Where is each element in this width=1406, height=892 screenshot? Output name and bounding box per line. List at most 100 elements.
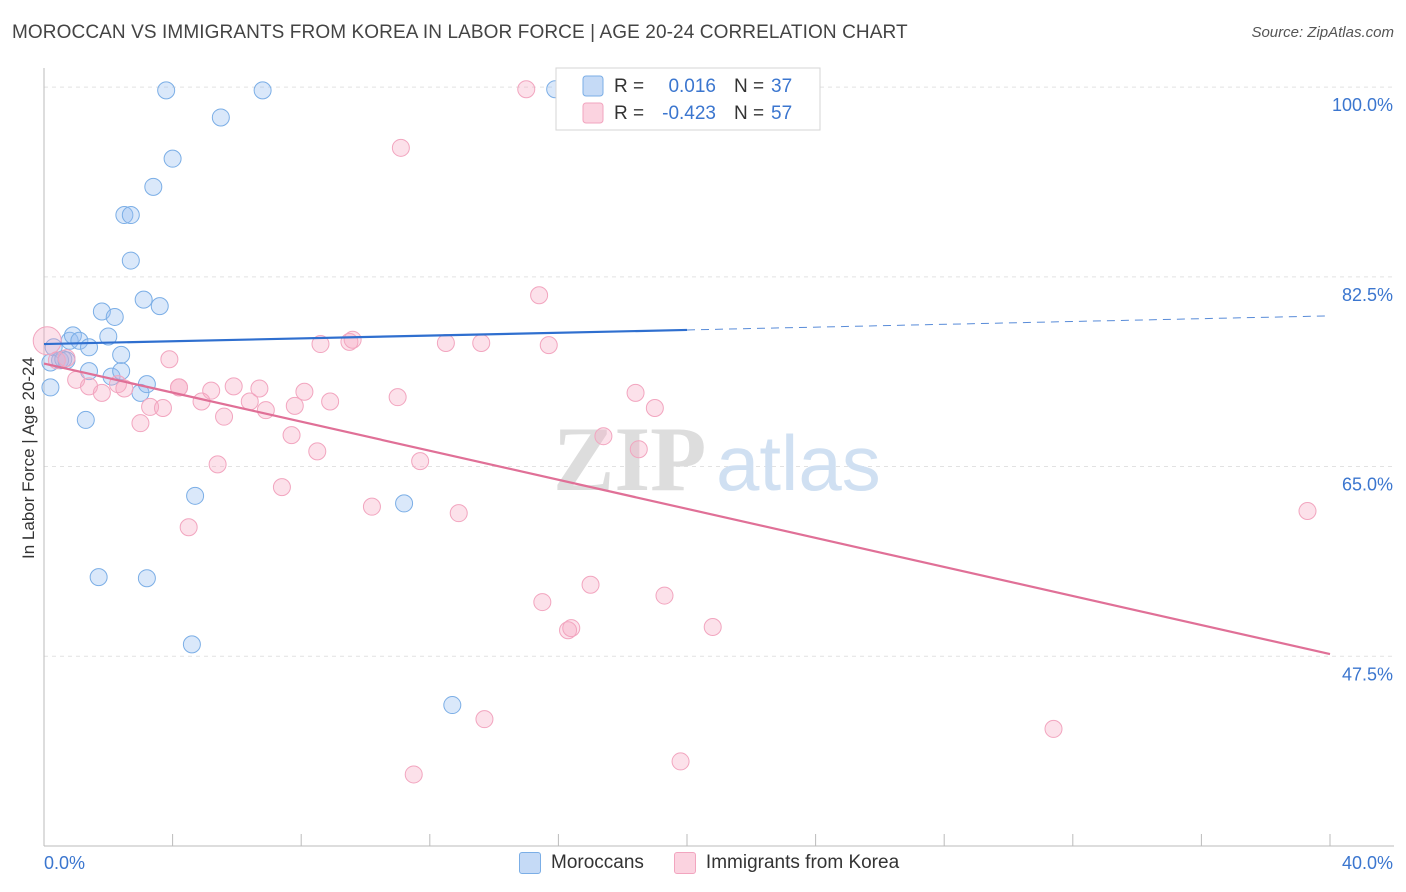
moroccans-point bbox=[80, 338, 99, 357]
legend-swatch-korea bbox=[673, 852, 696, 874]
korea-point bbox=[472, 333, 491, 352]
moroccans-point bbox=[115, 206, 134, 225]
korea-point bbox=[671, 752, 690, 771]
moroccans-point bbox=[137, 569, 156, 588]
korea-point bbox=[562, 619, 581, 638]
moroccans-point bbox=[443, 696, 462, 715]
watermark-zip: ZIP bbox=[553, 408, 706, 510]
korea-point bbox=[308, 442, 327, 461]
korea-point bbox=[436, 333, 455, 352]
bottom-legend: Moroccans Immigrants from Korea bbox=[519, 852, 899, 874]
watermark: ZIP atlas bbox=[553, 408, 881, 510]
moroccans-point bbox=[121, 251, 140, 270]
y-tick-label: 47.5% bbox=[1342, 664, 1393, 684]
korea-point bbox=[391, 138, 410, 157]
moroccans-point bbox=[41, 378, 60, 397]
x-tick-label: 40.0% bbox=[1342, 853, 1393, 873]
korea-point bbox=[208, 455, 227, 474]
korea-point bbox=[295, 382, 314, 401]
legend-label-korea: Immigrants from Korea bbox=[705, 852, 900, 873]
moroccans-point bbox=[137, 375, 156, 394]
korea-point bbox=[362, 497, 381, 516]
korea-point bbox=[32, 326, 62, 356]
korea-point bbox=[533, 593, 552, 612]
legend-label-moroccans: Moroccans bbox=[551, 852, 644, 873]
korea-point bbox=[57, 349, 76, 368]
stats-swatch-blue bbox=[582, 75, 604, 97]
korea-point bbox=[272, 478, 291, 497]
korea-trend-line bbox=[43, 362, 1331, 656]
korea-point bbox=[411, 452, 430, 471]
moroccans-point bbox=[89, 568, 108, 587]
y-tick-label: 100.0% bbox=[1332, 95, 1393, 115]
stats-n-label-pink: N = bbox=[734, 103, 764, 124]
korea-point bbox=[449, 504, 468, 523]
stats-swatch-pink bbox=[582, 102, 604, 124]
korea-point bbox=[311, 335, 330, 354]
stats-n-label-blue: N = bbox=[734, 76, 764, 97]
korea-point bbox=[160, 350, 179, 369]
moroccans-point bbox=[253, 81, 272, 100]
moroccans-point bbox=[144, 177, 163, 196]
korea-point bbox=[285, 396, 304, 415]
korea-point bbox=[404, 765, 423, 784]
korea-point bbox=[343, 330, 362, 349]
korea-point bbox=[282, 426, 301, 445]
y-axis-label: In Labor Force | Age 20-24 bbox=[19, 357, 38, 559]
x-tick-label: 0.0% bbox=[44, 853, 85, 873]
korea-point bbox=[131, 414, 150, 433]
korea-point bbox=[153, 399, 172, 418]
moroccans-point bbox=[163, 149, 182, 168]
korea-point bbox=[321, 392, 340, 411]
moroccans-trend-extension bbox=[686, 315, 1331, 331]
stats-r-label-pink: R = bbox=[614, 103, 644, 124]
source-label: Source: ZipAtlas.com bbox=[1251, 24, 1394, 41]
moroccans-point bbox=[99, 327, 118, 346]
korea-point bbox=[629, 440, 648, 459]
stats-legend: R = 0.016 N = 37 R = -0.423 N = 57 bbox=[555, 67, 821, 131]
korea-point bbox=[224, 377, 243, 396]
y-tick-label: 82.5% bbox=[1342, 285, 1393, 305]
korea-point bbox=[215, 407, 234, 426]
korea-point bbox=[475, 710, 494, 729]
korea-point bbox=[703, 618, 722, 637]
korea-point bbox=[170, 378, 189, 397]
korea-point bbox=[530, 286, 549, 305]
moroccans-point bbox=[134, 290, 153, 309]
korea-point bbox=[250, 379, 269, 398]
moroccans-points bbox=[41, 80, 565, 715]
moroccans-point bbox=[112, 345, 131, 364]
korea-point bbox=[388, 388, 407, 407]
moroccans-point bbox=[105, 307, 124, 326]
korea-point bbox=[1044, 719, 1063, 738]
moroccans-point bbox=[121, 206, 140, 225]
watermark-atlas: atlas bbox=[716, 419, 881, 507]
stats-r-value-blue: 0.016 bbox=[668, 76, 716, 97]
korea-point bbox=[115, 379, 134, 398]
legend-item-korea: Immigrants from Korea bbox=[673, 852, 900, 874]
axes bbox=[43, 68, 1394, 847]
korea-point bbox=[539, 336, 558, 355]
moroccans-point bbox=[150, 297, 169, 316]
stats-n-value-blue: 37 bbox=[771, 76, 792, 97]
moroccans-point bbox=[395, 494, 414, 513]
korea-point bbox=[92, 383, 111, 402]
korea-point bbox=[1298, 502, 1317, 521]
korea-point bbox=[655, 586, 674, 605]
moroccans-point bbox=[157, 81, 176, 100]
moroccans-point bbox=[76, 410, 95, 429]
korea-point bbox=[141, 397, 160, 416]
chart-title: MOROCCAN VS IMMIGRANTS FROM KOREA IN LAB… bbox=[12, 22, 908, 43]
trend-lines bbox=[43, 315, 1331, 656]
stats-n-value-pink: 57 bbox=[771, 103, 792, 124]
korea-point bbox=[645, 399, 664, 418]
moroccans-point bbox=[182, 635, 201, 654]
korea-point bbox=[179, 518, 198, 537]
moroccans-point bbox=[186, 486, 205, 505]
korea-point bbox=[517, 80, 536, 99]
tick-labels: 47.5% 65.0% 82.5% 100.0% 0.0% 40.0% bbox=[44, 95, 1393, 873]
legend-swatch-moroccans bbox=[519, 852, 541, 874]
stats-r-label-blue: R = bbox=[614, 76, 644, 97]
korea-point bbox=[559, 621, 578, 640]
